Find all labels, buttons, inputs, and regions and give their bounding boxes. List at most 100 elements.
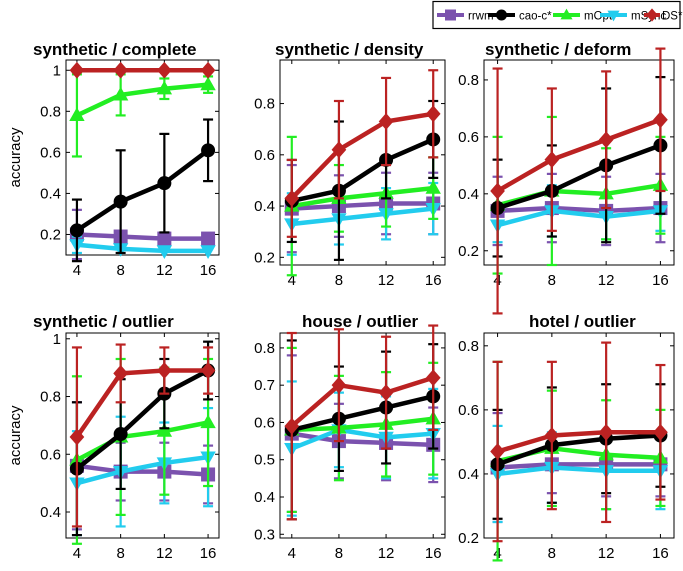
- x-tick-label: 8: [335, 545, 343, 562]
- data-point: [284, 417, 300, 435]
- panel-title: synthetic / density: [275, 40, 424, 59]
- legend-marker: [560, 8, 573, 20]
- y-tick-label: 0.7: [254, 377, 275, 394]
- data-point: [544, 151, 560, 169]
- legend-item-ds: DS*: [644, 8, 683, 23]
- data-point: [331, 141, 347, 159]
- legend-item-caoc: cao-c*: [488, 9, 552, 23]
- y-axis-label: accuracy: [7, 405, 24, 466]
- legend-item-rrwm: rrwm: [437, 9, 494, 23]
- x-tick-label: 8: [548, 545, 556, 562]
- panel-title: synthetic / outlier: [33, 312, 174, 331]
- data-point: [69, 61, 85, 79]
- x-tick-label: 8: [335, 272, 343, 289]
- axes-box: [65, 59, 220, 256]
- series-line: [76, 232, 209, 241]
- series-ds: [284, 324, 441, 521]
- x-tick-label: 8: [116, 262, 124, 279]
- data-point: [200, 414, 216, 429]
- y-tick-label: 0.2: [458, 530, 479, 547]
- x-tick-label: 16: [425, 272, 442, 289]
- series-line: [76, 454, 209, 486]
- y-tick-label: 0.2: [254, 249, 275, 266]
- axes-box: [483, 332, 675, 539]
- y-tick-label: 0.2: [458, 243, 479, 260]
- data-point: [284, 189, 300, 207]
- panel-2: 0.2 0.4 0.6 0.8 4 8 12 16 synthetic / density: [254, 40, 446, 289]
- data-point: [112, 86, 129, 101]
- y-tick-label: 0.6: [40, 446, 61, 463]
- axes-box: [483, 59, 675, 266]
- y-tick-label: 0.6: [254, 414, 275, 431]
- x-tick-label: 12: [598, 545, 615, 562]
- y-tick-label: 0.3: [254, 526, 275, 543]
- series-line: [75, 148, 210, 233]
- series-line: [291, 206, 434, 227]
- y-tick-label: 0.6: [458, 402, 479, 419]
- data-point: [201, 143, 216, 158]
- panel-5: 0.3 0.4 0.5 0.6 0.7 0.8 4 8 12 16 house / outlier: [254, 312, 446, 562]
- series-ds: [69, 61, 216, 79]
- data-point: [69, 107, 85, 122]
- data-point: [490, 182, 505, 200]
- data-point: [653, 111, 668, 129]
- axes-box: [279, 332, 446, 539]
- series-line: [290, 111, 434, 200]
- y-tick-label: 0.8: [458, 338, 479, 355]
- panel-title: synthetic / complete: [33, 40, 196, 59]
- y-tick-label: 1: [53, 62, 61, 79]
- series-ds: [284, 69, 441, 238]
- data-point: [598, 131, 614, 149]
- panel-6: 0.20.40.60.8481216hotel / outlier: [458, 312, 675, 562]
- series-line: [497, 205, 661, 214]
- x-tick-label: 12: [156, 545, 173, 562]
- y-tick-label: 0.4: [458, 186, 479, 203]
- x-tick-label: 8: [548, 272, 556, 289]
- x-tick-label: 16: [652, 545, 669, 562]
- data-point: [425, 180, 441, 194]
- plot-area: [284, 69, 441, 277]
- y-tick-label: 0.4: [40, 504, 61, 521]
- x-tick-label: 4: [288, 272, 296, 289]
- panel-title: hotel / outlier: [529, 312, 636, 331]
- x-tick-label: 16: [652, 272, 669, 289]
- series-line: [75, 368, 209, 439]
- data-point: [157, 176, 172, 191]
- data-point: [69, 223, 84, 238]
- series-line: [496, 117, 662, 193]
- y-tick-label: 0.4: [254, 489, 275, 506]
- series-line: [496, 143, 662, 211]
- series-mopt: [69, 357, 216, 545]
- data-point: [69, 428, 85, 446]
- series-line: [291, 416, 434, 433]
- x-tick-label: 12: [156, 262, 173, 279]
- plot-area: [69, 340, 216, 545]
- y-tick-label: 1: [53, 331, 61, 348]
- series-line: [497, 462, 661, 470]
- data-point: [653, 423, 668, 441]
- data-point: [544, 427, 560, 444]
- x-tick-label: 4: [73, 262, 81, 279]
- x-tick-label: 4: [288, 545, 296, 562]
- y-tick-label: 0.6: [254, 147, 275, 164]
- series-line: [75, 368, 210, 471]
- data-point: [113, 365, 128, 382]
- series-line: [291, 137, 435, 204]
- y-tick-label: 0.4: [458, 466, 479, 483]
- data-point: [425, 369, 441, 387]
- data-point: [200, 76, 216, 91]
- series-line: [497, 465, 661, 477]
- data-point: [378, 384, 394, 402]
- series-rrwm: [490, 172, 668, 247]
- legend-label: DS*: [662, 11, 683, 23]
- y-tick-label: 0.6: [458, 129, 479, 146]
- y-axis-label: accuracy: [7, 127, 24, 188]
- data-point: [156, 423, 173, 437]
- plot-area: [69, 61, 216, 263]
- legend-marker: [496, 9, 507, 21]
- x-tick-label: 12: [598, 272, 615, 289]
- series-line: [496, 430, 661, 454]
